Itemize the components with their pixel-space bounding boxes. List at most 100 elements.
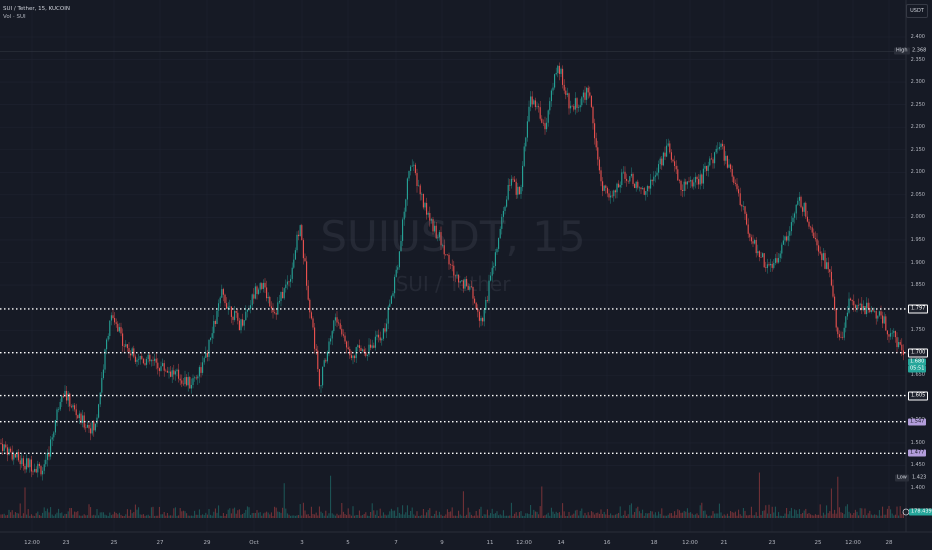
candle-body (322, 366, 324, 386)
volume-bar (478, 509, 480, 518)
volume-bar (299, 504, 301, 518)
candle-body (349, 349, 351, 356)
volume-bar (650, 510, 652, 518)
candle-body (454, 275, 456, 277)
candle-body (778, 257, 780, 263)
volume-bar (264, 512, 266, 518)
volume-bar (557, 513, 559, 518)
candle-body (72, 405, 74, 408)
horizontal-levels[interactable] (0, 51, 906, 454)
candle-body (136, 359, 138, 362)
volume-bar (894, 514, 896, 518)
time-tick: 12:00 (845, 540, 861, 546)
candle-body (402, 219, 404, 241)
candle-body (261, 283, 263, 289)
volume-legend[interactable]: Vol · SUI (3, 14, 26, 20)
volume-bar (514, 513, 516, 518)
currency-button[interactable]: USDT (906, 4, 928, 18)
volume-bar (530, 505, 532, 518)
volume-bar (810, 514, 812, 518)
volume-bar (899, 506, 901, 518)
volume-bar (238, 509, 240, 518)
volume-bar (290, 515, 292, 518)
candle-body (218, 303, 220, 311)
symbol-legend[interactable]: SUI / Tether, 15, KUCOIN (3, 6, 70, 12)
volume-bar (253, 512, 255, 518)
candle-body (698, 179, 700, 185)
volume-bar (58, 508, 60, 518)
volume-bar (597, 512, 599, 518)
candle-body (843, 327, 845, 338)
volume-bar (14, 512, 16, 518)
candle-body (59, 401, 61, 410)
time-tick: 23 (62, 540, 70, 546)
volume-bar (579, 510, 581, 518)
candle-body (816, 239, 818, 246)
volume-bar (115, 512, 117, 518)
candle-body (235, 311, 237, 313)
volume-bar (862, 514, 864, 518)
volume-bar (90, 507, 92, 518)
candle-body (573, 106, 575, 110)
volume-bar (40, 515, 42, 518)
candle-body (451, 264, 453, 266)
volume-bar (544, 515, 546, 518)
candle-body (53, 432, 55, 438)
candle-body (128, 348, 130, 354)
candle-body (781, 244, 783, 254)
volume-bar (646, 513, 648, 518)
candle-body (590, 95, 592, 107)
candle-body (386, 323, 388, 332)
candle-body (765, 267, 767, 268)
candle-body (424, 202, 426, 208)
volume-bar (696, 513, 698, 518)
volume-bar (205, 512, 207, 518)
candle-body (506, 199, 508, 207)
candle-body (227, 306, 229, 309)
candle-body (102, 369, 104, 379)
candle-body (253, 294, 255, 299)
candle-body (653, 176, 655, 182)
volume-bar (427, 509, 429, 518)
volume-bar (69, 508, 71, 518)
volume-bar (346, 515, 348, 518)
candle-body (600, 170, 602, 182)
volume-bar (584, 512, 586, 518)
volume-bar (34, 515, 36, 518)
volume-bar (42, 512, 44, 518)
price-tick: 1.850 (910, 282, 925, 289)
volume-bar (330, 475, 332, 518)
volume-bar (149, 515, 151, 518)
volume-bar (853, 512, 855, 518)
candle-body (290, 278, 292, 282)
candle-body (862, 306, 864, 311)
volume-bar (882, 506, 884, 518)
candle-body (275, 313, 277, 315)
volume-bar (738, 509, 740, 518)
candle-body (872, 310, 874, 312)
candle-body (126, 344, 128, 349)
level-price-label: 1.547 (908, 418, 927, 426)
candle-body (278, 300, 280, 303)
candle-body (498, 238, 500, 249)
candle-body (584, 92, 586, 100)
candle-body (646, 186, 648, 192)
candle-body (158, 368, 160, 371)
candle-body (2, 443, 4, 451)
candle-body (206, 353, 208, 357)
volume-bar (726, 513, 728, 518)
candle-body (157, 362, 159, 369)
volume-bar (542, 515, 544, 518)
candle-body (627, 180, 629, 182)
candle-body (370, 344, 372, 348)
candle-body (285, 284, 287, 289)
volume-bar (422, 509, 424, 518)
volume-bar (237, 510, 239, 518)
volume-bar (712, 511, 714, 518)
candle-body (709, 158, 711, 166)
volume-bar (442, 515, 444, 518)
volume-bar (787, 514, 789, 518)
candle-body (75, 409, 77, 416)
candle-body (752, 241, 754, 244)
